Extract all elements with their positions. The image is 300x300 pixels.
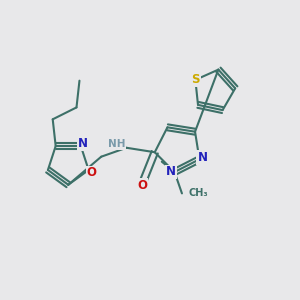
- Text: O: O: [87, 167, 97, 179]
- Text: N: N: [166, 166, 176, 178]
- Text: N: N: [197, 151, 207, 164]
- Text: N: N: [78, 137, 88, 150]
- Text: CH₃: CH₃: [188, 188, 208, 198]
- Text: S: S: [191, 74, 200, 86]
- Text: NH: NH: [107, 139, 125, 149]
- Text: O: O: [137, 179, 147, 192]
